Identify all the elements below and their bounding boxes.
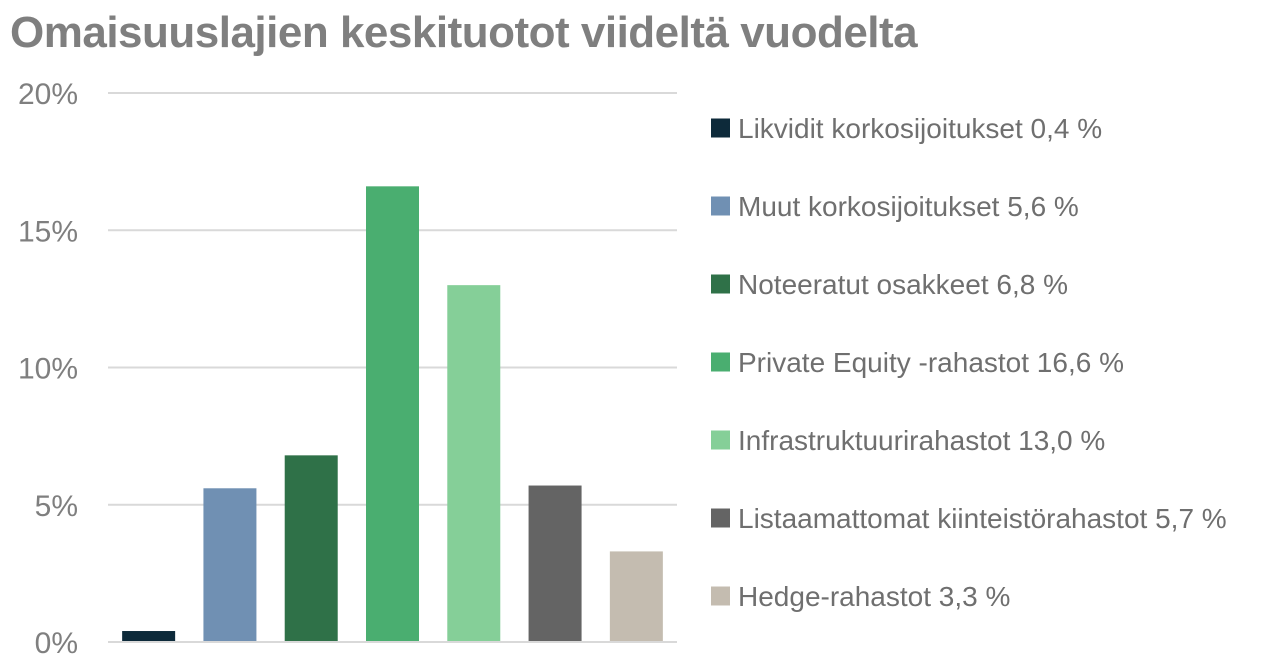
legend-item: Noteeratut osakkeet 6,8 % — [711, 269, 1068, 300]
legend-item: Muut korkosijoitukset 5,6 % — [711, 191, 1079, 222]
bar — [447, 285, 501, 642]
legend-label: Hedge-rahastot 3,3 % — [738, 581, 1010, 612]
legend: Likvidit korkosijoitukset 0,4 % Muut kork… — [711, 113, 1227, 612]
legend-label: Listaamattomat kiinteistörahastot 5,7 % — [738, 503, 1227, 534]
legend-swatch — [711, 196, 730, 216]
legend-swatch — [711, 430, 730, 450]
y-tick-label: 20% — [18, 78, 78, 111]
legend-swatch — [711, 118, 730, 138]
legend-label: Infrastruktuurirahastot 13,0 % — [738, 425, 1105, 456]
bar — [528, 485, 582, 642]
legend-swatch — [711, 352, 730, 372]
legend-label: Private Equity -rahastot 16,6 % — [738, 347, 1124, 378]
legend-label: Muut korkosijoitukset 5,6 % — [738, 191, 1079, 222]
y-tick-label: 0% — [35, 627, 78, 660]
legend-swatch — [711, 274, 730, 294]
bars — [122, 186, 663, 642]
legend-item: Private Equity -rahastot 16,6 % — [711, 347, 1124, 378]
bar — [366, 186, 419, 642]
bar — [284, 455, 338, 642]
legend-swatch — [711, 508, 730, 528]
legend-label: Noteeratut osakkeet 6,8 % — [738, 269, 1068, 300]
legend-item: Hedge-rahastot 3,3 % — [711, 581, 1010, 612]
y-tick-label: 10% — [18, 353, 78, 386]
legend-item: Likvidit korkosijoitukset 0,4 % — [711, 113, 1102, 144]
legend-item: Infrastruktuurirahastot 13,0 % — [711, 425, 1105, 456]
legend-item: Listaamattomat kiinteistörahastot 5,7 % — [711, 503, 1227, 534]
chart-title: Omaisuuslajien keskituotot viideltä vuod… — [10, 8, 918, 57]
y-axis-ticks: 0% 5% 10% 15% 20% — [18, 78, 78, 660]
y-tick-label: 15% — [18, 215, 78, 248]
legend-swatch — [711, 586, 730, 606]
bar — [203, 488, 257, 642]
bar — [609, 551, 663, 642]
bar — [122, 631, 176, 642]
y-tick-label: 5% — [35, 490, 78, 523]
legend-label: Likvidit korkosijoitukset 0,4 % — [738, 113, 1102, 144]
